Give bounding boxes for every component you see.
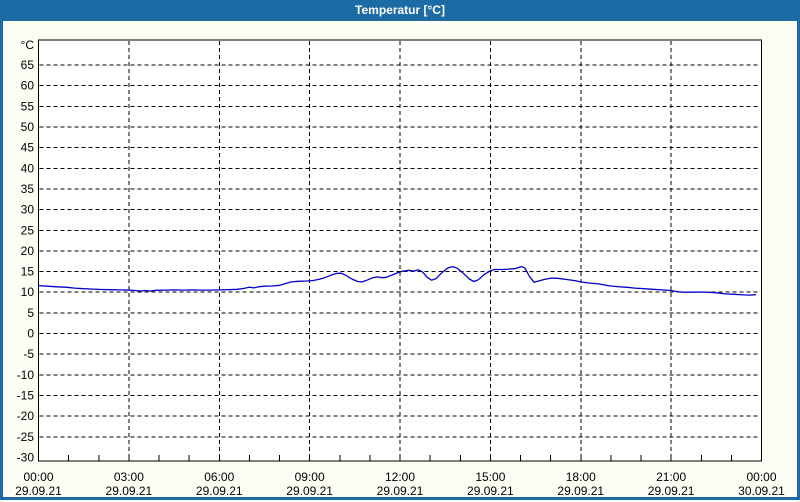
y-tick-label: 0 (27, 327, 34, 341)
y-tick-label: 30 (21, 203, 35, 217)
y-tick-label: -10 (17, 368, 35, 382)
y-tick-label: -25 (17, 430, 35, 444)
y-tick-label: 65 (21, 58, 35, 72)
x-tick-date-label: 29.09.21 (286, 484, 333, 497)
y-tick-label: -15 (17, 388, 35, 402)
x-tick-date-label: 29.09.21 (15, 484, 62, 497)
x-tick-date-label: 29.09.21 (196, 484, 243, 497)
x-tick-date-label: 29.09.21 (106, 484, 153, 497)
x-tick-time-label: 12:00 (385, 470, 415, 484)
y-axis-unit-label: °C (21, 38, 35, 52)
y-tick-label: -5 (23, 347, 34, 361)
y-tick-label: 50 (21, 120, 35, 134)
chart-area: 65 60 55 50 45 40 35 30 25 20 15 10 5 0 -5 -10 -15 -20 -25… (3, 21, 797, 498)
x-tick-time-label: 00:00 (746, 470, 776, 484)
x-tick-date-label: 29.09.21 (377, 484, 424, 497)
x-tick-time-label: 06:00 (204, 470, 234, 484)
temperature-chart: 65605550454035302520151050-5-10-15-20-25… (15, 38, 785, 498)
title-bar: Temperatur [°C] (3, 0, 797, 21)
y-tick-label: 25 (21, 223, 35, 237)
x-tick-date-label: 29.09.21 (648, 484, 695, 497)
x-tick-date-label: 29.09.21 (557, 484, 604, 497)
y-tick-label: 60 (21, 79, 35, 93)
y-tick-label: 10 (21, 285, 35, 299)
x-tick-time-label: 09:00 (295, 470, 325, 484)
x-tick-time-label: 18:00 (566, 470, 596, 484)
y-tick-label: 45 (21, 141, 35, 155)
window-title: Temperatur [°C] (355, 3, 445, 17)
y-tick-label: -20 (17, 409, 35, 423)
x-tick-date-label: 30.09.21 (738, 484, 785, 497)
x-tick-time-label: 15:00 (475, 470, 505, 484)
x-tick-time-label: 03:00 (114, 470, 144, 484)
y-tick-label: -30 (17, 450, 35, 464)
y-tick-label: 15 (21, 265, 35, 279)
y-tick-label: 20 (21, 244, 35, 258)
y-tick-label: 40 (21, 161, 35, 175)
temperature-line (37, 265, 757, 296)
y-tick-label: 55 (21, 99, 35, 113)
x-tick-date-label: 29.09.21 (467, 484, 514, 497)
x-tick-time-label: 00:00 (23, 470, 53, 484)
y-tick-label: 5 (27, 306, 34, 320)
x-tick-time-label: 21:00 (656, 470, 686, 484)
y-tick-label: 35 (21, 182, 35, 196)
